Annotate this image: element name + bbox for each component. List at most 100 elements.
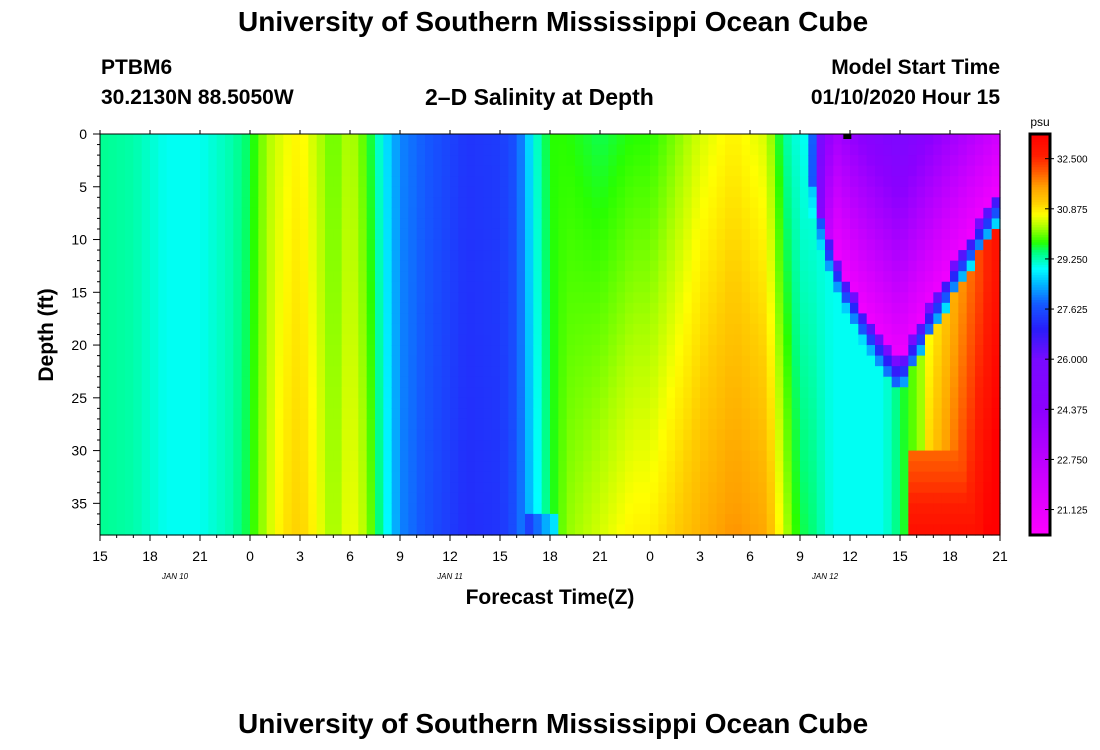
heatmap-cell [341,524,351,536]
heatmap-cell [791,281,801,293]
heatmap-cell [858,134,868,146]
heatmap-cell [850,513,859,526]
colorbar-segment [1030,372,1050,376]
heatmap-cell [216,450,226,462]
heatmap-cell [666,218,676,230]
heatmap-cell [366,218,376,230]
heatmap-cell [475,345,484,357]
heatmap-cell [283,260,293,272]
heatmap-cell [441,323,451,336]
heatmap-cell [191,513,201,526]
heatmap-cell [141,492,151,504]
colorbar-segment [1030,134,1050,138]
heatmap-cell [933,334,943,346]
heatmap-cell [758,218,768,230]
heatmap-cell [825,429,834,441]
heatmap-cell [125,376,134,388]
heatmap-cell [825,165,834,177]
heatmap-cell [608,292,618,304]
heatmap-cell [183,176,193,188]
heatmap-cell [950,387,959,399]
heatmap-cell [275,503,284,515]
heatmap-cell [566,376,576,388]
heatmap-cell [850,482,859,494]
heatmap-cell [725,239,734,251]
heatmap-cell [191,355,201,367]
heatmap-cell [483,450,493,462]
heatmap-cell [850,155,859,167]
heatmap-cell [266,450,276,462]
heatmap-cell [375,471,384,483]
heatmap-cell [841,134,851,146]
heatmap-cell [808,355,818,367]
heatmap-cell [225,397,234,409]
heatmap-cell [166,387,176,399]
heatmap-cell [933,165,943,177]
heatmap-cell [666,387,676,399]
heatmap-cell [358,376,368,388]
heatmap-cell [408,218,418,230]
heatmap-cell [275,176,284,188]
heatmap-cell [425,492,434,504]
heatmap-cell [758,165,768,177]
heatmap-cell [433,155,443,167]
heatmap-cell [858,228,868,241]
heatmap-cell [516,334,526,346]
heatmap-cell [258,429,268,441]
heatmap-cell [391,376,401,388]
heatmap-cell [783,239,793,251]
heatmap-cell [691,197,701,209]
heatmap-cell [891,366,901,378]
heatmap-cell [475,323,484,336]
heatmap-cell [350,228,359,241]
heatmap-cell [150,397,159,409]
heatmap-cell [425,197,434,209]
heatmap-cell [475,313,484,325]
heatmap-cell [491,271,501,283]
colorbar-segment [1030,249,1050,253]
heatmap-cell [991,345,1001,357]
heatmap-cell [341,292,351,304]
heatmap-cell [658,397,668,409]
heatmap-cell [150,302,159,314]
heatmap-cell [883,323,893,336]
heatmap-cell [191,144,201,156]
heatmap-cell [558,165,568,177]
heatmap-cell [583,471,593,483]
heatmap-cell [466,450,476,462]
heatmap-cell [733,144,743,156]
heatmap-cell [391,492,401,504]
heatmap-cell [691,387,701,399]
heatmap-cell [550,260,559,272]
heatmap-cell [808,492,818,504]
heatmap-cell [375,334,384,346]
heatmap-cell [158,250,168,262]
heatmap-cell [275,345,284,357]
heatmap-cell [900,334,909,346]
heatmap-cell [458,218,468,230]
heatmap-cell [508,228,518,241]
heatmap-cell [200,239,209,251]
heatmap-cell [358,397,368,409]
heatmap-cell [825,482,834,494]
heatmap-cell [258,197,268,209]
heatmap-cell [883,492,893,504]
heatmap-cell [341,345,351,357]
heatmap-cell [825,239,834,251]
heatmap-cell [825,144,834,156]
heatmap-cell [700,387,709,399]
colorbar-segment [1030,284,1050,288]
heatmap-cell [558,387,568,399]
heatmap-cell [208,218,218,230]
heatmap-cell [516,450,526,462]
heatmap-cell [308,482,318,494]
heatmap-cell [166,471,176,483]
heatmap-cell [766,313,776,325]
heatmap-cell [816,471,826,483]
heatmap-cell [100,366,109,378]
heatmap-cell [566,281,576,293]
heatmap-cell [175,228,184,241]
heatmap-cell [783,323,793,336]
heatmap-cell [325,271,334,283]
heatmap-cell [175,524,184,536]
